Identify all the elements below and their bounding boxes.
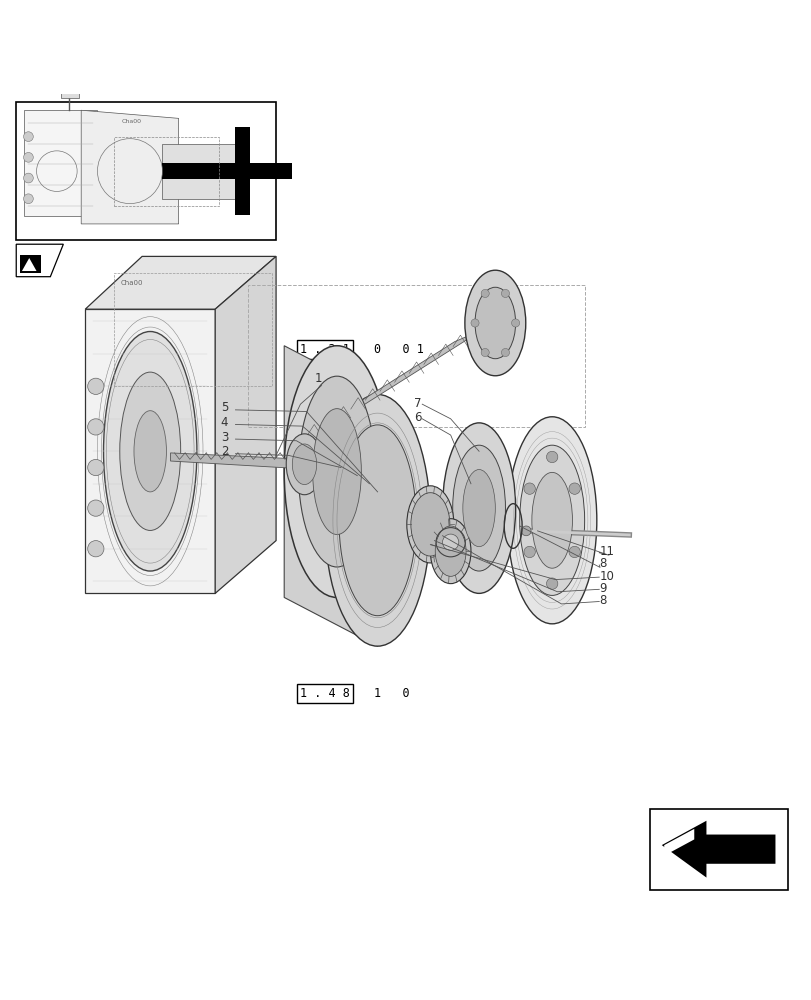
Ellipse shape: [339, 425, 415, 616]
Polygon shape: [170, 453, 308, 469]
Circle shape: [523, 546, 534, 558]
Bar: [114, 273, 272, 386]
Ellipse shape: [284, 346, 389, 597]
Text: 5: 5: [221, 401, 228, 414]
Circle shape: [546, 578, 557, 589]
Text: 1: 1: [315, 372, 322, 385]
Circle shape: [521, 526, 530, 536]
Polygon shape: [16, 244, 63, 277]
Polygon shape: [215, 256, 276, 593]
Polygon shape: [85, 309, 215, 593]
Circle shape: [523, 483, 534, 494]
Ellipse shape: [442, 423, 515, 593]
Polygon shape: [22, 258, 36, 271]
Bar: [162, 163, 292, 179]
Polygon shape: [284, 346, 377, 646]
Circle shape: [24, 152, 33, 162]
Text: 9: 9: [599, 582, 606, 595]
Bar: [235, 127, 250, 215]
Ellipse shape: [464, 270, 525, 376]
Ellipse shape: [285, 434, 322, 495]
Text: 8: 8: [599, 594, 606, 607]
Ellipse shape: [298, 376, 375, 567]
Circle shape: [88, 500, 104, 516]
Circle shape: [24, 173, 33, 183]
Text: 1 . 2 1: 1 . 2 1: [300, 343, 350, 356]
Text: 7: 7: [414, 397, 421, 410]
Circle shape: [511, 319, 519, 327]
Circle shape: [480, 289, 488, 298]
Circle shape: [88, 541, 104, 557]
Circle shape: [480, 348, 488, 357]
Circle shape: [569, 483, 580, 494]
Text: Cha00: Cha00: [120, 280, 143, 286]
Polygon shape: [20, 255, 41, 273]
Ellipse shape: [410, 493, 449, 556]
Circle shape: [569, 546, 580, 558]
Circle shape: [88, 459, 104, 476]
Text: 2: 2: [221, 445, 228, 458]
Circle shape: [24, 194, 33, 204]
Circle shape: [470, 319, 478, 327]
Ellipse shape: [507, 417, 596, 624]
Bar: [247, 285, 584, 427]
Bar: [61, 88, 79, 98]
Ellipse shape: [474, 287, 515, 359]
Text: Cha00: Cha00: [122, 119, 142, 124]
Circle shape: [500, 289, 508, 298]
Polygon shape: [661, 821, 775, 878]
Circle shape: [500, 348, 508, 357]
Text: 11: 11: [599, 545, 613, 558]
Text: 3: 3: [221, 431, 228, 444]
Polygon shape: [663, 829, 693, 856]
Bar: [649, 809, 787, 890]
Bar: [16, 102, 276, 240]
Text: 1 . 4 8: 1 . 4 8: [300, 687, 350, 700]
Ellipse shape: [462, 470, 495, 547]
Circle shape: [442, 534, 458, 550]
Ellipse shape: [435, 526, 466, 576]
Text: 8: 8: [599, 557, 606, 570]
Ellipse shape: [103, 332, 196, 571]
Circle shape: [24, 132, 33, 142]
Circle shape: [88, 419, 104, 435]
Polygon shape: [85, 256, 276, 309]
Ellipse shape: [519, 445, 584, 595]
Ellipse shape: [324, 394, 430, 646]
Ellipse shape: [312, 409, 361, 535]
Polygon shape: [162, 144, 243, 199]
Ellipse shape: [406, 486, 453, 563]
Text: 4: 4: [221, 416, 228, 429]
Ellipse shape: [134, 411, 166, 492]
Polygon shape: [24, 110, 97, 216]
Text: 6: 6: [414, 411, 421, 424]
Text: 1   0: 1 0: [373, 687, 409, 700]
Bar: [114, 137, 219, 206]
Polygon shape: [300, 329, 483, 439]
Ellipse shape: [452, 445, 504, 571]
Text: 0   0 1: 0 0 1: [373, 343, 423, 356]
Ellipse shape: [292, 444, 316, 485]
Ellipse shape: [119, 372, 180, 530]
Circle shape: [546, 451, 557, 463]
Circle shape: [88, 378, 104, 394]
Polygon shape: [81, 110, 178, 224]
Text: 10: 10: [599, 570, 613, 583]
Ellipse shape: [531, 472, 572, 568]
Ellipse shape: [430, 519, 470, 584]
